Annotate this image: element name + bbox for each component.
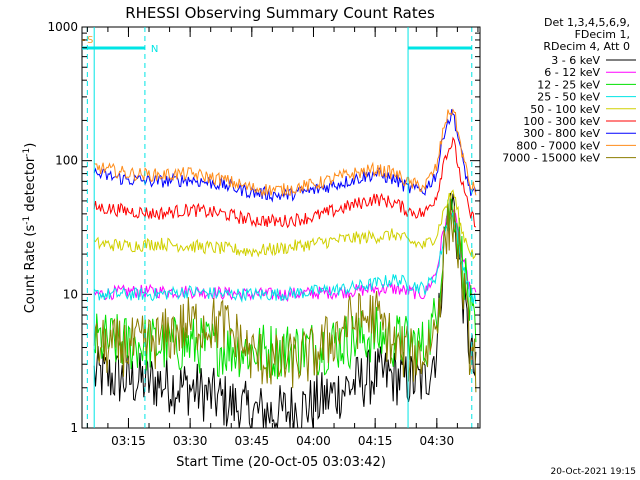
series-line-5 (93, 136, 477, 229)
series-line-7 (93, 108, 477, 198)
chart-title: RHESSI Observing Summary Count Rates (125, 4, 435, 22)
legend-label-2: 12 - 25 keV (537, 78, 600, 91)
y-tick-label: 100 (55, 154, 78, 168)
vertical-lines (86, 27, 473, 428)
info-line-1: Det 1,3,4,5,6,9, (544, 16, 630, 29)
series-line-0 (93, 192, 477, 429)
y-axis-label: Count Rate (s-1 detector-1) (22, 143, 38, 314)
info-line-3: RDecim 4, Att 0 (543, 40, 630, 53)
series-line-8 (93, 198, 477, 393)
x-tick-label: 03:30 (173, 434, 208, 448)
x-tick-label: 04:30 (420, 434, 455, 448)
flag-label-0: S (87, 35, 93, 46)
info-line-2: FDecim 1, (575, 28, 630, 41)
legend-label-6: 300 - 800 keV (523, 127, 600, 140)
legend-label-4: 50 - 100 keV (530, 103, 600, 116)
y-tick-label: 1000 (47, 20, 78, 34)
info-block: Det 1,3,4,5,6,9, FDecim 1, RDecim 4, Att… (543, 16, 630, 53)
x-tick-label: 03:45 (235, 434, 270, 448)
legend-label-1: 6 - 12 keV (544, 66, 600, 79)
legend-label-5: 100 - 300 keV (523, 115, 600, 128)
legend-label-0: 3 - 6 keV (551, 54, 600, 67)
series-line-3 (93, 212, 477, 304)
x-tick-label: 03:15 (111, 434, 146, 448)
x-axis: 03:15 03:30 03:45 04:00 04:15 04:30 (86, 27, 479, 448)
plot-frame (81, 26, 481, 429)
series-line-4 (93, 189, 477, 260)
series-group (93, 108, 477, 429)
footer-date: 20-Oct-2021 19:15 (551, 467, 636, 477)
y-label-part-2: detector (23, 156, 38, 216)
y-label-sup-1: -1 (22, 216, 32, 225)
y-tick-label: 10 (63, 287, 78, 301)
y-label-part-3: ) (23, 143, 38, 148)
x-tick-label: 04:00 (296, 434, 331, 448)
flag-label-1: N (151, 44, 158, 55)
legend-label-8: 7000 - 15000 keV (502, 152, 600, 165)
legend-label-3: 25 - 50 keV (537, 91, 600, 104)
legend-label-7: 800 - 7000 keV (516, 139, 600, 152)
y-tick-label: 1 (70, 421, 78, 435)
y-label-part-1: Count Rate (s (23, 225, 38, 314)
y-label-sup-2: -1 (22, 148, 32, 157)
x-axis-label: Start Time (20-Oct-05 03:03:42) (176, 455, 386, 470)
x-tick-label: 04:15 (358, 434, 393, 448)
y-axis: 1 10 100 1000 (47, 20, 480, 435)
series-line-1 (93, 208, 477, 303)
plot-area: SN (81, 26, 481, 429)
